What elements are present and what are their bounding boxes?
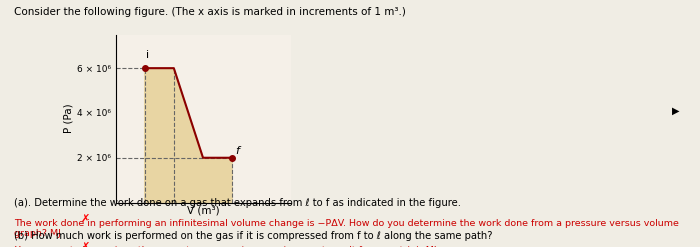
X-axis label: V (m³): V (m³) [187, 205, 219, 215]
Text: ✗: ✗ [80, 242, 90, 247]
Text: ✗: ✗ [80, 214, 90, 224]
Text: f: f [235, 145, 239, 156]
Text: Consider the following figure. (The x axis is marked in increments of 1 m³.): Consider the following figure. (The x ax… [14, 7, 406, 17]
Text: You appear to have given the correct answer using your incorrect result from par: You appear to have given the correct ans… [14, 246, 437, 247]
Y-axis label: P (Pa): P (Pa) [64, 104, 74, 133]
Text: (a). Determine the work done on a gas that expands from ℓ to f as indicated in t: (a). Determine the work done on a gas th… [14, 198, 461, 207]
Text: i: i [146, 50, 149, 60]
Text: (b) How much work is performed on the gas if it is compressed from f to ℓ along : (b) How much work is performed on the ga… [14, 231, 493, 241]
Text: ▶: ▶ [671, 106, 679, 116]
Text: The work done in performing an infinitesimal volume change is −PΔV. How do you d: The work done in performing an infinites… [14, 219, 679, 238]
Polygon shape [145, 68, 232, 203]
